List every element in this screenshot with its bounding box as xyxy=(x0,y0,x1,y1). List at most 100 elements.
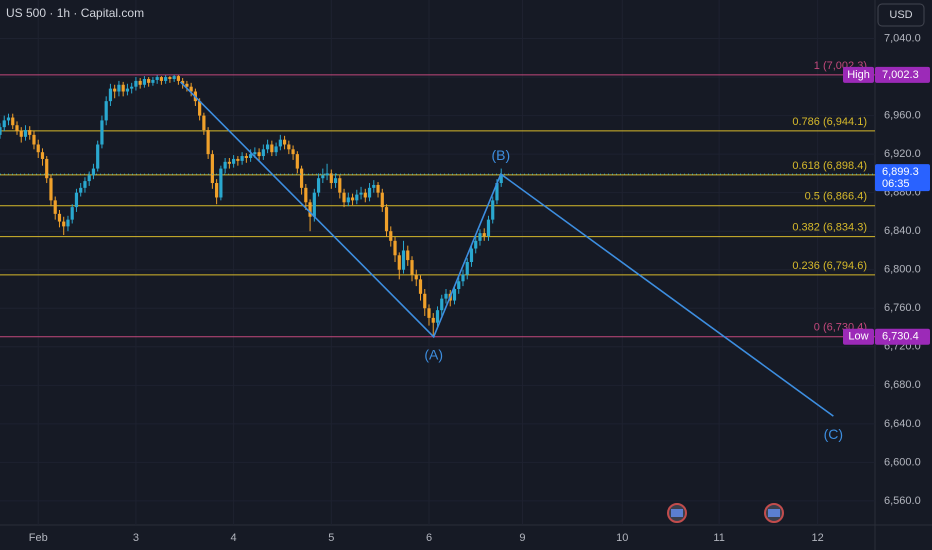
candle-body xyxy=(308,202,312,217)
candle-body xyxy=(291,149,295,155)
candle-body xyxy=(295,154,299,169)
candle-body xyxy=(2,120,6,128)
plot: 1 (7,002.3)0.786 (6,944.1)0.618 (6,898.4… xyxy=(0,60,875,442)
candle-body xyxy=(159,77,164,81)
countdown-label: 06:35 xyxy=(882,178,910,190)
candle-body xyxy=(444,293,448,299)
candle-body xyxy=(210,154,214,184)
y-tick-label: 6,600.0 xyxy=(884,456,921,468)
y-tick-label: 6,800.0 xyxy=(884,264,921,276)
candle-body xyxy=(45,158,49,179)
candle-body xyxy=(219,168,223,198)
candle-body xyxy=(478,233,482,241)
y-tick-label: 6,640.0 xyxy=(884,418,921,430)
candle-body xyxy=(185,83,189,87)
candle-body xyxy=(333,178,338,184)
candle-body xyxy=(282,139,287,145)
symbol-title: US 500 · 1h · Capital.com xyxy=(6,6,144,20)
x-tick-label: 5 xyxy=(328,532,334,544)
candle-body xyxy=(469,248,474,263)
candle-body xyxy=(53,200,57,214)
candle-body xyxy=(49,178,53,201)
fib-label: 0.382 (6,834.3) xyxy=(792,222,867,234)
event-icon[interactable] xyxy=(764,503,784,523)
candle-body xyxy=(100,120,104,145)
candle-body xyxy=(287,144,291,150)
candle-body xyxy=(486,219,491,237)
candle-body xyxy=(465,262,469,275)
y-tick-label: 7,040.0 xyxy=(884,32,921,44)
price-tag-name: High xyxy=(847,69,870,81)
candle-body xyxy=(431,317,435,323)
fib-label: 0.618 (6,898.4) xyxy=(792,160,867,172)
y-tick-label: 6,920.0 xyxy=(884,148,921,160)
candle-body xyxy=(96,144,100,169)
candle-body xyxy=(6,117,11,121)
candle-body xyxy=(172,76,176,79)
x-tick-label: 10 xyxy=(616,532,628,544)
last-price-label: 6,899.3 xyxy=(882,166,919,178)
candle-body xyxy=(321,175,325,179)
candle-body xyxy=(461,274,465,282)
candle-body xyxy=(457,281,461,289)
candle-body xyxy=(79,187,83,193)
candle-body xyxy=(372,184,376,188)
candle-body xyxy=(23,130,28,137)
last-price-box xyxy=(875,164,930,192)
wave-line xyxy=(179,81,834,417)
candle-body xyxy=(278,139,282,147)
candle-body xyxy=(342,192,346,203)
candle-body xyxy=(329,173,333,184)
x-tick-label: 4 xyxy=(231,532,237,544)
candle-body xyxy=(108,88,113,102)
candle-body xyxy=(495,183,499,201)
event-icon[interactable] xyxy=(667,503,687,523)
candle-body xyxy=(121,84,125,92)
candle-body xyxy=(363,192,367,198)
y-tick-label: 6,840.0 xyxy=(884,225,921,237)
candle-body xyxy=(355,194,359,201)
currency-label[interactable]: USD xyxy=(889,9,912,21)
candle-body xyxy=(155,77,159,80)
candle-body xyxy=(240,156,244,161)
price-tag-name: Low xyxy=(848,331,868,343)
wave-label: (C) xyxy=(824,426,843,442)
candle-body xyxy=(397,255,401,270)
candle-body xyxy=(0,127,2,135)
candle-body xyxy=(423,293,427,309)
candle-body xyxy=(91,168,96,176)
y-tick-label: 6,560.0 xyxy=(884,495,921,507)
candle-body xyxy=(202,115,206,131)
fib-label: 0.5 (6,866.4) xyxy=(805,191,867,203)
candle-body xyxy=(19,131,23,137)
candle-body xyxy=(299,168,304,188)
candle-body xyxy=(435,310,440,323)
candle-body xyxy=(474,240,478,249)
y-tick-label: 6,960.0 xyxy=(884,110,921,122)
fib-label: 0.786 (6,944.1) xyxy=(792,116,867,128)
candle-body xyxy=(367,187,372,198)
x-tick-label: 9 xyxy=(519,532,525,544)
currency-button[interactable] xyxy=(877,3,925,27)
candle-body xyxy=(62,221,66,227)
candle-body xyxy=(40,152,45,159)
candle-body xyxy=(117,84,121,92)
candle-body xyxy=(261,149,265,157)
candle-body xyxy=(346,197,350,203)
candle-body xyxy=(151,79,155,83)
candle-body xyxy=(427,308,431,318)
candle-body xyxy=(265,144,270,150)
x-tick-label: 12 xyxy=(812,532,824,544)
candle-body xyxy=(244,156,248,158)
y-tick-label: 6,760.0 xyxy=(884,302,921,314)
x-tick-label: 6 xyxy=(426,532,432,544)
candle-body xyxy=(249,154,253,158)
candle-body xyxy=(66,219,70,227)
candle-body xyxy=(198,101,202,116)
x-tick-label: Feb xyxy=(29,532,48,544)
candle-body xyxy=(389,231,393,241)
candle-body xyxy=(232,158,236,164)
candle-body xyxy=(406,250,410,261)
